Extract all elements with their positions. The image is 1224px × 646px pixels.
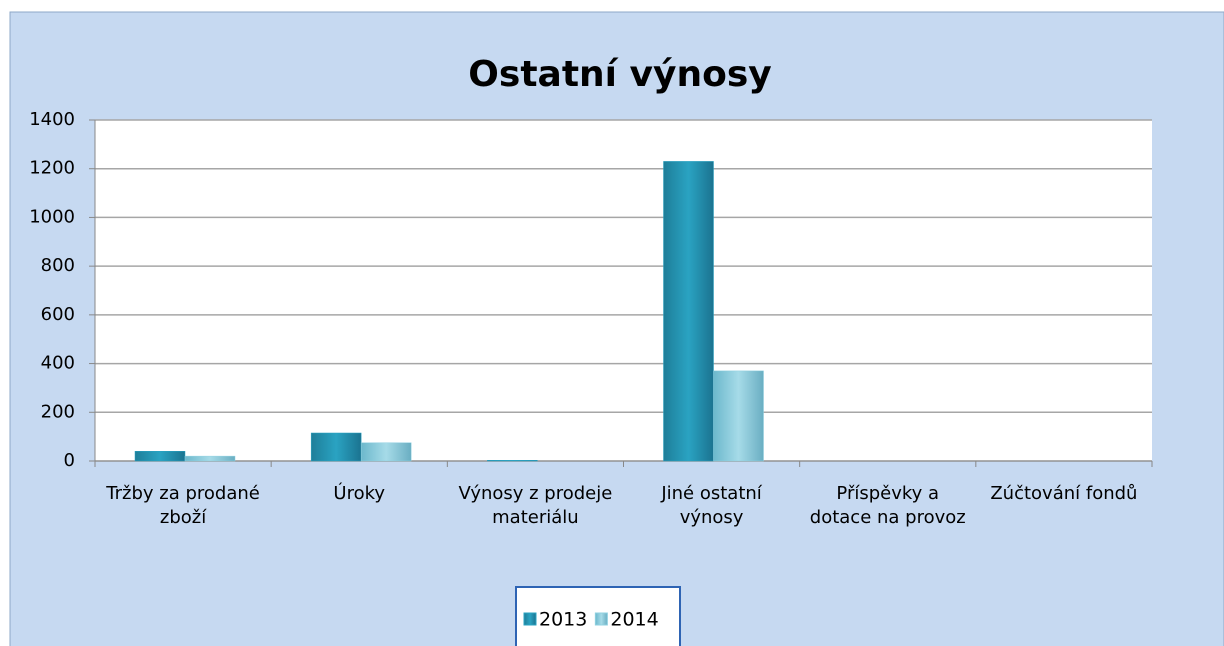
y-tick-label: 0	[64, 450, 75, 471]
legend-swatch	[523, 612, 537, 626]
x-tick-label: Úroky	[333, 483, 386, 504]
x-tick-label: Zúčtování fondů	[990, 483, 1138, 504]
bar	[713, 370, 764, 462]
bar	[487, 460, 538, 462]
legend-label: 2014	[610, 609, 658, 631]
y-tick-label: 1000	[29, 206, 75, 227]
y-tick-label: 200	[41, 401, 75, 422]
x-tick-label: Příspěvky a dotace na provoz	[809, 483, 966, 528]
bar	[310, 432, 362, 462]
bar	[663, 161, 714, 462]
bar	[360, 442, 412, 462]
x-tick-label: Tržby za prodané zboží	[106, 483, 260, 528]
plot-area	[95, 120, 1152, 461]
legend-swatch	[594, 612, 608, 626]
bar	[134, 451, 186, 462]
y-tick-label: 600	[41, 304, 75, 325]
x-tick-label: Jiné ostatní výnosy	[661, 483, 762, 528]
y-tick-label: 1400	[29, 109, 75, 130]
y-tick-label: 400	[41, 353, 75, 374]
legend-label: 2013	[539, 609, 587, 631]
y-tick-label: 1200	[29, 158, 75, 179]
bar	[184, 455, 236, 462]
x-tick-label: Výnosy z prodeje materiálu	[458, 483, 613, 528]
y-tick-label: 800	[41, 255, 75, 276]
chart-title: Ostatní výnosy	[468, 54, 771, 95]
